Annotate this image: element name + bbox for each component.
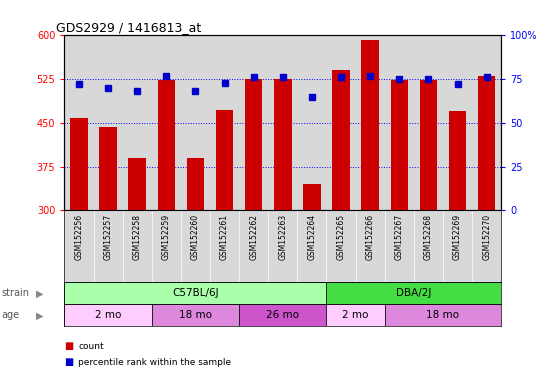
Bar: [274, 79, 292, 210]
Text: 2 mo: 2 mo: [95, 310, 122, 320]
Bar: [385, 305, 501, 326]
Bar: [216, 110, 234, 210]
Bar: [303, 184, 321, 210]
Bar: [478, 76, 496, 210]
Text: GSM152257: GSM152257: [104, 214, 113, 260]
Text: GSM152269: GSM152269: [453, 214, 462, 260]
Text: 26 mo: 26 mo: [267, 310, 299, 320]
Bar: [390, 80, 408, 210]
Bar: [326, 282, 501, 305]
Text: GSM152266: GSM152266: [366, 214, 375, 260]
Bar: [245, 79, 263, 210]
Bar: [326, 305, 385, 326]
Bar: [186, 158, 204, 210]
Text: GSM152264: GSM152264: [307, 214, 316, 260]
Text: GSM152260: GSM152260: [191, 214, 200, 260]
Text: GSM152261: GSM152261: [220, 214, 229, 260]
Bar: [128, 159, 146, 210]
Bar: [152, 305, 239, 326]
Text: 18 mo: 18 mo: [179, 310, 212, 320]
Bar: [449, 111, 466, 210]
Text: GSM152256: GSM152256: [74, 214, 83, 260]
Text: GDS2929 / 1416813_at: GDS2929 / 1416813_at: [55, 21, 201, 34]
Text: GSM152258: GSM152258: [133, 214, 142, 260]
Bar: [70, 118, 88, 210]
Text: GSM152265: GSM152265: [337, 214, 346, 260]
Text: 18 mo: 18 mo: [427, 310, 459, 320]
Text: ▶: ▶: [36, 310, 44, 320]
Text: count: count: [78, 342, 104, 351]
Bar: [64, 305, 152, 326]
Text: ■: ■: [64, 358, 74, 367]
Bar: [332, 70, 350, 210]
Text: percentile rank within the sample: percentile rank within the sample: [78, 358, 231, 367]
Text: GSM152268: GSM152268: [424, 214, 433, 260]
Bar: [361, 40, 379, 210]
Bar: [239, 305, 326, 326]
Text: age: age: [1, 310, 19, 320]
Bar: [419, 80, 437, 210]
Text: DBA/2J: DBA/2J: [396, 288, 432, 298]
Bar: [99, 127, 117, 210]
Bar: [64, 282, 326, 305]
Text: strain: strain: [1, 288, 29, 298]
Text: GSM152259: GSM152259: [162, 214, 171, 260]
Text: 2 mo: 2 mo: [342, 310, 369, 320]
Text: GSM152263: GSM152263: [278, 214, 287, 260]
Text: ▶: ▶: [36, 288, 44, 298]
Text: GSM152267: GSM152267: [395, 214, 404, 260]
Text: ■: ■: [64, 341, 74, 351]
Text: GSM152270: GSM152270: [482, 214, 491, 260]
Text: C57BL/6J: C57BL/6J: [172, 288, 219, 298]
Text: GSM152262: GSM152262: [249, 214, 258, 260]
Bar: [157, 79, 175, 210]
